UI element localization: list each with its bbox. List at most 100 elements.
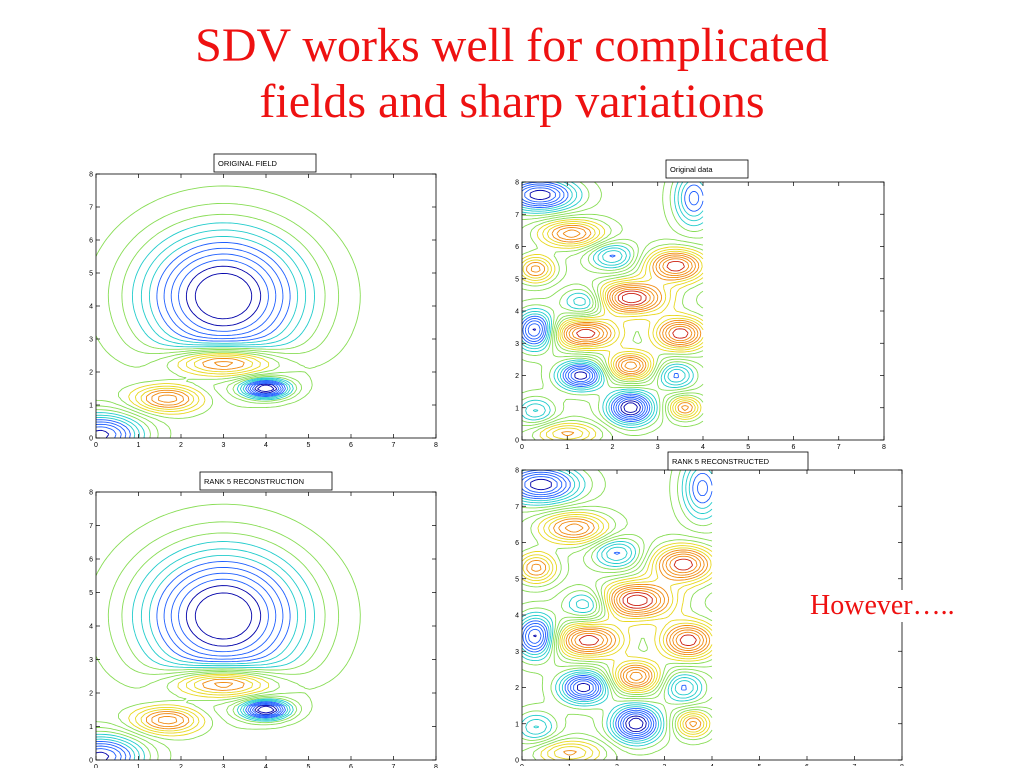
contour-line — [522, 509, 713, 760]
y-tick-label: 4 — [89, 304, 93, 311]
x-tick-label: 5 — [307, 442, 311, 449]
y-tick-label: 7 — [515, 504, 519, 511]
plot-title: ORIGINAL FIELD — [218, 159, 277, 168]
contour-line — [530, 227, 699, 411]
contour-line — [194, 272, 275, 393]
contour-line — [96, 541, 315, 760]
plot-title: Original data — [670, 165, 713, 174]
y-tick-label: 7 — [515, 212, 519, 219]
x-tick-label: 0 — [520, 444, 524, 451]
x-tick-label: 4 — [710, 764, 714, 766]
contour-line — [158, 394, 178, 403]
contour-line — [151, 361, 234, 406]
x-tick-label: 2 — [179, 442, 183, 449]
contour-plot-original-field: 0 1 2 3 4 5 6 7 8 0 1 2 3 4 5 6 7 8 ORIGINAL FIELD — [82, 152, 454, 452]
contour-svg: 0 1 2 3 4 5 6 7 8 0 1 2 3 4 5 6 7 8 ORIGINAL FIELD — [89, 153, 438, 449]
contour-line — [96, 503, 361, 760]
contour-line — [96, 253, 282, 438]
contour-line — [96, 222, 315, 438]
plot-title: RANK 5 RECONSTRUCTED — [672, 457, 770, 466]
y-tick-label: 2 — [89, 370, 93, 377]
contour-line — [522, 221, 704, 440]
y-tick-label: 6 — [515, 244, 519, 251]
x-tick-label: 2 — [179, 764, 183, 768]
contour-line — [118, 351, 280, 419]
contour-line — [140, 356, 254, 410]
y-tick-label: 1 — [515, 405, 519, 412]
contour-line — [522, 182, 704, 422]
x-tick-label: 7 — [853, 764, 857, 766]
contour-plot-original-data: 0 1 2 3 4 5 6 7 8 0 1 2 3 4 5 6 7 8 Original data — [508, 158, 898, 454]
contour-plot-rank5-reconstructed: 0 1 2 3 4 5 6 7 8 0 1 2 3 4 5 6 7 8 RANK 5 RECONSTRUCTED — [508, 450, 908, 766]
y-tick-label: 2 — [515, 373, 519, 380]
contour-line — [96, 532, 326, 760]
y-tick-label: 2 — [515, 685, 519, 692]
contour-line — [522, 182, 704, 426]
contour-line — [626, 594, 648, 607]
contour-plot-rank5-reconstruction: 0 1 2 3 4 5 6 7 8 0 1 2 3 4 5 6 7 8 RANK 5 RECONSTRUCTION — [82, 468, 454, 768]
y-tick-label: 6 — [89, 238, 93, 245]
x-tick-label: 7 — [392, 442, 396, 449]
x-tick-label: 4 — [701, 444, 705, 451]
x-tick-label: 0 — [520, 764, 524, 766]
x-tick-label: 1 — [568, 764, 572, 766]
x-tick-label: 8 — [882, 444, 886, 451]
y-tick-label: 0 — [515, 758, 519, 765]
contour-line — [96, 566, 284, 760]
contour-line — [96, 578, 280, 760]
x-tick-label: 3 — [656, 444, 660, 451]
x-tick-label: 0 — [94, 442, 98, 449]
y-tick-label: 6 — [89, 557, 93, 564]
contour-line — [96, 561, 291, 760]
contour-line — [522, 514, 713, 760]
contour-line — [576, 260, 689, 339]
contour-line — [524, 476, 650, 735]
contour-line — [522, 470, 713, 747]
contour-line — [145, 357, 245, 408]
x-tick-label: 6 — [349, 442, 353, 449]
contour-line — [623, 402, 638, 413]
contour-line — [522, 216, 704, 440]
contour-line — [526, 518, 711, 756]
y-tick-label: 4 — [515, 309, 519, 316]
contour-line — [562, 229, 696, 373]
contour-line — [522, 511, 713, 760]
contour-line — [96, 572, 282, 760]
y-tick-label: 3 — [89, 337, 93, 344]
contour-line — [564, 523, 705, 684]
x-tick-label: 4 — [264, 442, 268, 449]
y-tick-label: 3 — [515, 341, 519, 348]
x-tick-label: 4 — [264, 764, 268, 768]
y-tick-label: 0 — [515, 438, 519, 445]
x-tick-label: 8 — [434, 764, 438, 768]
y-tick-label: 4 — [515, 613, 519, 620]
contour-line — [151, 681, 234, 728]
y-tick-label: 0 — [89, 436, 93, 443]
contour-line — [524, 187, 644, 417]
contour-line — [522, 182, 704, 431]
contour-line — [522, 182, 704, 428]
contour-line — [96, 259, 280, 438]
x-tick-label: 1 — [137, 764, 141, 768]
contour-line — [96, 247, 284, 438]
slide-title-line-2: fields and sharp variations — [259, 75, 765, 128]
contour-line — [522, 185, 646, 419]
contour-line — [96, 202, 340, 438]
contour-svg: 0 1 2 3 4 5 6 7 8 0 1 2 3 4 5 6 7 8 RANK 5 RECONSTRUCTED — [515, 451, 904, 766]
contour-line — [134, 354, 261, 412]
contour-line — [522, 183, 700, 421]
y-tick-label: 5 — [515, 576, 519, 583]
y-tick-label: 8 — [89, 172, 93, 179]
contour-line — [96, 554, 299, 760]
contour-line — [96, 213, 326, 438]
x-tick-label: 7 — [392, 764, 396, 768]
contour-line — [96, 229, 307, 438]
y-tick-label: 4 — [89, 624, 93, 631]
plot-title: RANK 5 RECONSTRUCTION — [204, 477, 304, 486]
contour-line — [96, 185, 361, 438]
y-tick-label: 1 — [515, 721, 519, 728]
y-tick-label: 3 — [89, 657, 93, 664]
contour-line — [140, 676, 254, 732]
y-tick-label: 8 — [515, 180, 519, 187]
y-tick-label: 6 — [515, 540, 519, 547]
